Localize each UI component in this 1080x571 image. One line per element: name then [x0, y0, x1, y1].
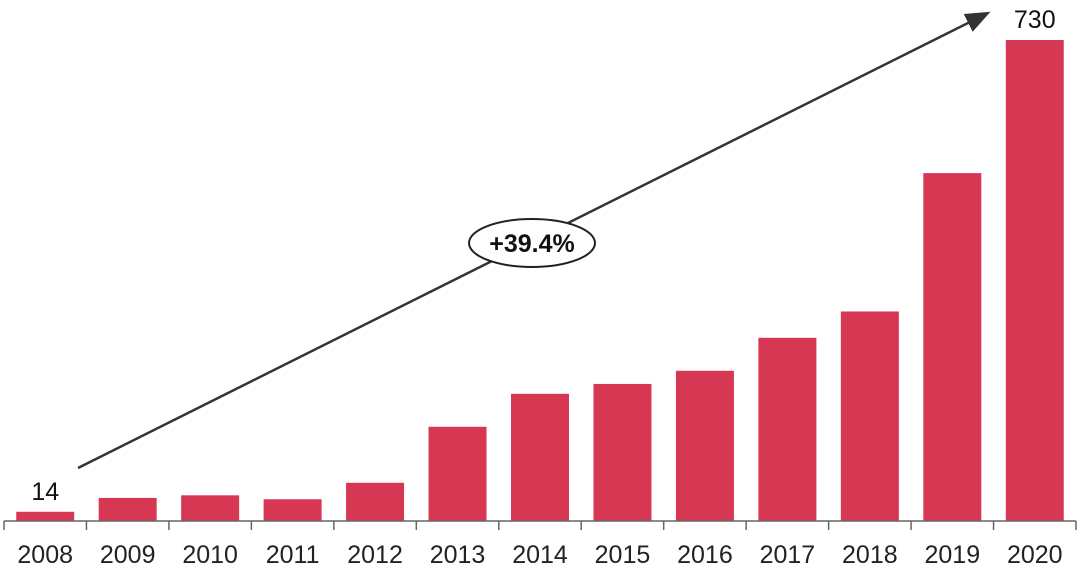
x-tick-label-2010: 2010: [182, 541, 238, 569]
bar-2015: [593, 383, 652, 521]
x-axis-tick-labels: 2008 2009 2010 2011 2012 2013 2014 2015 2016 2017…: [17, 541, 1062, 569]
x-tick-label-2008: 2008: [17, 541, 73, 569]
x-tick-label-2012: 2012: [347, 541, 403, 569]
x-tick-label-2009: 2009: [100, 541, 156, 569]
x-axis-ticks: [3, 521, 1077, 530]
x-tick-label-2015: 2015: [595, 541, 651, 569]
bar-2013: [428, 426, 487, 521]
bar-2009: [98, 497, 157, 521]
x-tick-label-2017: 2017: [760, 541, 816, 569]
x-tick-label-2020: 2020: [1007, 541, 1063, 569]
bar-2014: [511, 393, 569, 521]
bars: [16, 40, 1064, 521]
data-labels: 14 730: [31, 6, 1055, 506]
x-tick-label-2018: 2018: [842, 541, 898, 569]
bar-2020: [1005, 40, 1064, 521]
data-label-2008: 14: [31, 478, 59, 506]
x-tick-label-2019: 2019: [924, 541, 980, 569]
bar-2018: [840, 311, 899, 521]
bar-2011: [263, 499, 322, 521]
bar-2019: [923, 173, 982, 521]
data-label-2020: 730: [1014, 6, 1056, 34]
bar-2008: [16, 511, 75, 521]
bar-2010: [181, 495, 240, 521]
cagr-callout-ellipse: [468, 218, 596, 268]
x-tick-label-2016: 2016: [677, 541, 733, 569]
cagr-label: +39.4%: [489, 230, 575, 258]
x-tick-label-2014: 2014: [512, 541, 568, 569]
bar-2017: [758, 337, 817, 521]
x-tick-label-2011: 2011: [266, 541, 320, 569]
bar-2016: [675, 370, 734, 521]
bar-2012: [346, 482, 405, 521]
x-tick-label-2013: 2013: [430, 541, 486, 569]
